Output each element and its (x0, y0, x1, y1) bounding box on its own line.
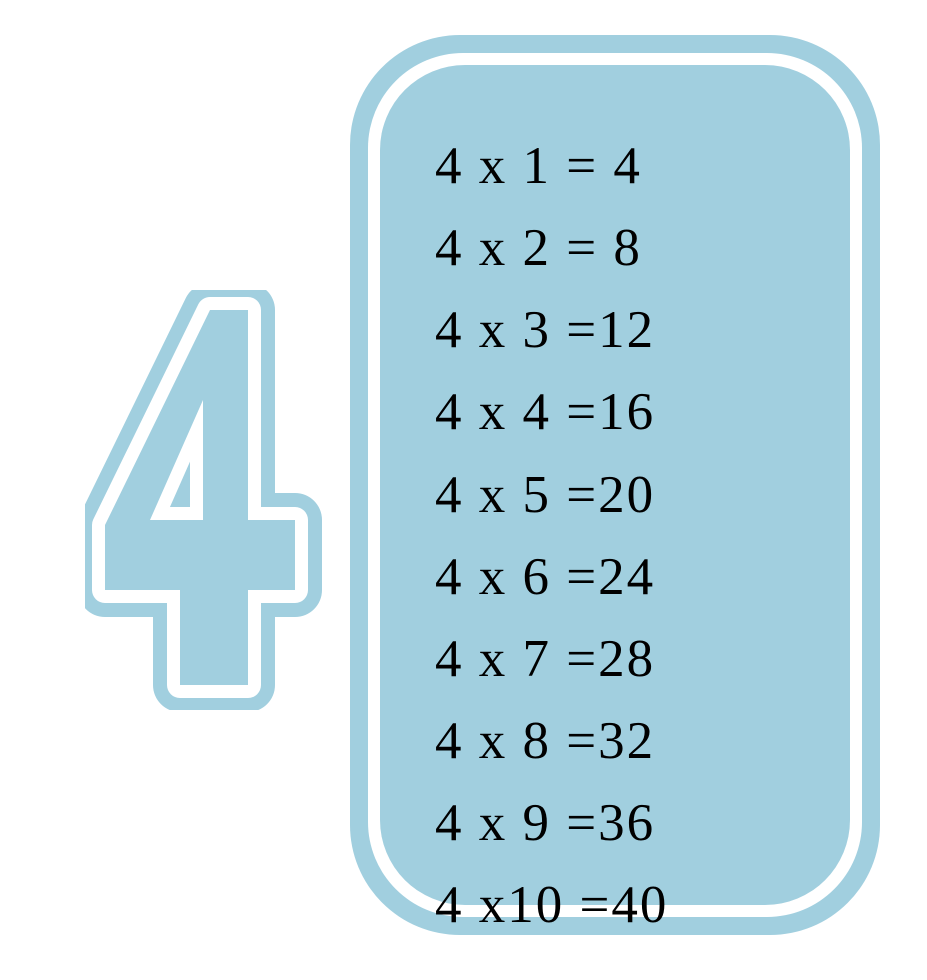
table-card-inner: 4 x 1 = 4 4 x 2 = 8 4 x 3 =12 4 x 4 =16 … (380, 65, 850, 905)
table-row: 4 x 4 =16 (435, 371, 850, 453)
table-row: 4 x 7 =28 (435, 618, 850, 700)
table-row: 4 x 3 =12 (435, 289, 850, 371)
table-row: 4 x 5 =20 (435, 454, 850, 536)
table-row: 4 x 6 =24 (435, 536, 850, 618)
table-row: 4 x10 =40 (435, 864, 850, 946)
table-row: 4 x 8 =32 (435, 700, 850, 782)
table-card-gap: 4 x 1 = 4 4 x 2 = 8 4 x 3 =12 4 x 4 =16 … (368, 53, 862, 917)
table-card: 4 x 1 = 4 4 x 2 = 8 4 x 3 =12 4 x 4 =16 … (350, 35, 880, 935)
table-row: 4 x 9 =36 (435, 782, 850, 864)
table-row: 4 x 1 = 4 (435, 125, 850, 207)
table-row: 4 x 2 = 8 (435, 207, 850, 289)
big-number-four-icon (85, 290, 355, 710)
big-number-badge (85, 290, 355, 715)
